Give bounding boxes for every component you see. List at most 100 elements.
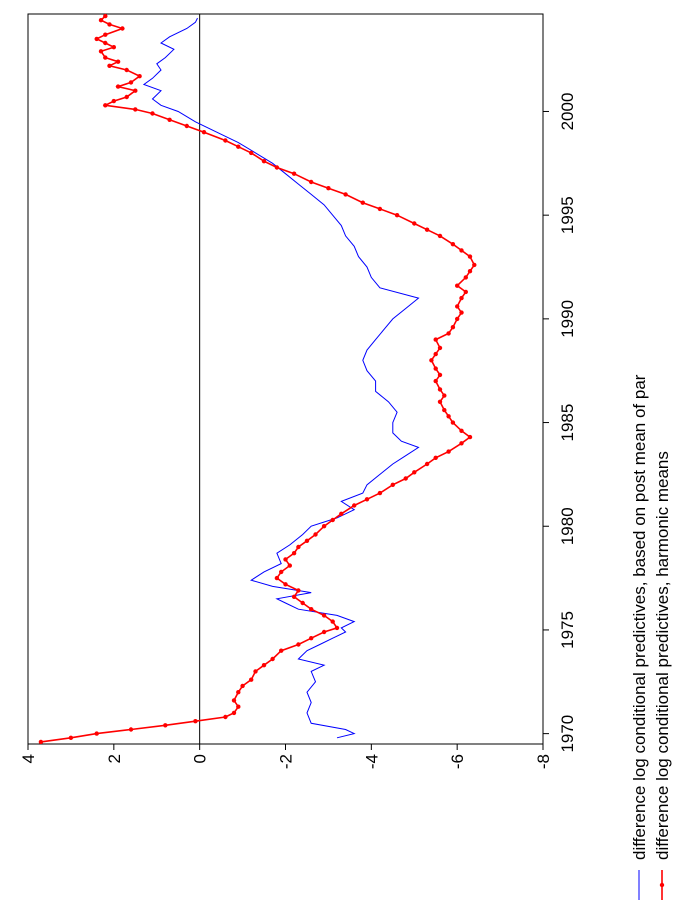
data-point bbox=[103, 103, 108, 108]
legend: difference log conditional predictives, … bbox=[630, 374, 672, 900]
data-point bbox=[150, 111, 155, 116]
data-point bbox=[68, 735, 74, 740]
data-point bbox=[403, 476, 408, 481]
data-point bbox=[124, 94, 129, 100]
data-point bbox=[103, 13, 108, 19]
x-tick-label: 1995 bbox=[558, 196, 577, 234]
data-point bbox=[446, 414, 451, 419]
data-point bbox=[231, 698, 237, 703]
data-point bbox=[296, 544, 301, 550]
data-point bbox=[236, 690, 241, 695]
data-point bbox=[450, 242, 456, 247]
data-point bbox=[103, 32, 108, 37]
data-point bbox=[424, 461, 430, 467]
data-point bbox=[467, 269, 473, 274]
x-tick-label: 1975 bbox=[558, 611, 577, 649]
data-point bbox=[455, 316, 460, 322]
data-point bbox=[433, 378, 438, 384]
data-point bbox=[128, 727, 134, 732]
data-point bbox=[107, 63, 112, 68]
data-point bbox=[330, 619, 335, 624]
data-point bbox=[455, 283, 460, 288]
legend-label: difference log conditional predictives, … bbox=[630, 374, 649, 860]
x-tick-label: 1970 bbox=[558, 715, 577, 753]
data-point bbox=[309, 179, 314, 185]
data-point bbox=[115, 59, 121, 64]
data-point bbox=[249, 150, 254, 156]
data-point bbox=[321, 629, 327, 635]
data-point bbox=[98, 49, 104, 54]
data-point bbox=[390, 482, 395, 487]
data-point bbox=[94, 36, 99, 42]
data-point bbox=[133, 88, 138, 93]
data-point bbox=[437, 233, 443, 239]
series-line-1 bbox=[142, 17, 420, 739]
data-point bbox=[437, 387, 443, 392]
series-lines bbox=[38, 13, 477, 745]
data-point bbox=[283, 582, 288, 587]
data-point bbox=[184, 123, 189, 129]
x-tick-label: 2000 bbox=[558, 93, 577, 131]
data-point bbox=[412, 470, 417, 475]
data-point bbox=[330, 517, 335, 523]
data-point bbox=[201, 130, 207, 135]
data-point bbox=[364, 497, 370, 502]
data-point bbox=[437, 399, 443, 404]
x-tick-label: 1990 bbox=[558, 300, 577, 338]
data-point bbox=[463, 289, 468, 295]
data-point bbox=[296, 642, 301, 647]
data-point bbox=[128, 80, 134, 85]
data-point bbox=[343, 192, 348, 197]
data-point bbox=[321, 613, 327, 618]
data-point bbox=[377, 490, 383, 496]
data-point bbox=[124, 67, 129, 73]
data-point bbox=[326, 186, 331, 191]
data-point bbox=[274, 575, 280, 581]
y-tick-label: -6 bbox=[448, 754, 467, 769]
data-point bbox=[433, 366, 438, 371]
y-tick-label: 2 bbox=[105, 754, 124, 763]
data-point bbox=[309, 636, 314, 641]
x-tick-label: 1985 bbox=[558, 404, 577, 442]
y-tick-label: -8 bbox=[534, 754, 553, 769]
data-point bbox=[107, 22, 112, 27]
data-point bbox=[433, 455, 438, 460]
data-point bbox=[459, 428, 464, 433]
data-point bbox=[291, 594, 297, 599]
data-point bbox=[450, 325, 456, 330]
data-point bbox=[304, 538, 310, 543]
data-point bbox=[377, 206, 383, 212]
data-point bbox=[111, 45, 117, 50]
data-point bbox=[115, 84, 121, 89]
data-point bbox=[120, 26, 125, 31]
data-point bbox=[103, 55, 108, 60]
data-point bbox=[253, 669, 258, 674]
data-point bbox=[274, 165, 280, 170]
data-point bbox=[433, 337, 438, 342]
legend-label: difference log conditional predictives, … bbox=[653, 451, 672, 860]
data-point bbox=[98, 18, 104, 23]
data-point bbox=[291, 171, 297, 176]
data-point bbox=[321, 524, 327, 529]
data-point bbox=[437, 345, 443, 351]
data-point bbox=[249, 677, 254, 682]
data-point bbox=[103, 40, 108, 46]
data-point bbox=[236, 144, 241, 149]
data-point bbox=[94, 731, 99, 736]
data-point bbox=[296, 588, 301, 593]
y-tick-label: -2 bbox=[277, 754, 296, 769]
data-point bbox=[236, 704, 241, 709]
data-point bbox=[446, 331, 451, 336]
data-point bbox=[223, 714, 228, 720]
data-point bbox=[300, 600, 305, 606]
data-point bbox=[446, 449, 451, 454]
x-tick-label: 1980 bbox=[558, 507, 577, 545]
data-point bbox=[459, 248, 464, 253]
data-point bbox=[412, 221, 417, 226]
data-point bbox=[352, 503, 357, 508]
data-point bbox=[167, 117, 172, 123]
data-point bbox=[137, 74, 142, 79]
data-point bbox=[437, 372, 443, 378]
